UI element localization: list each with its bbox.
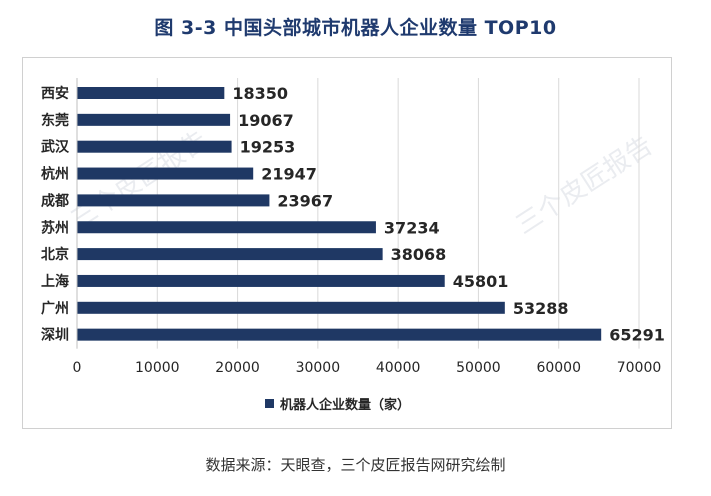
data-label: 19253 <box>240 138 296 157</box>
category-label: 北京 <box>41 246 69 263</box>
category-label: 西安 <box>41 85 69 102</box>
bar <box>77 328 602 341</box>
bar <box>77 113 231 126</box>
bar <box>77 140 232 153</box>
x-tick-label: 20000 <box>215 360 260 376</box>
category-label: 东莞 <box>41 112 69 129</box>
category-label: 成都 <box>41 192 69 209</box>
bar <box>77 87 225 99</box>
data-label: 21947 <box>261 165 317 184</box>
bar <box>77 301 505 314</box>
chart-title: 图 3-3 中国头部城市机器人企业数量 TOP10 <box>154 17 557 39</box>
bar <box>77 221 376 234</box>
data-label: 18350 <box>232 84 288 103</box>
category-label: 武汉 <box>41 139 70 156</box>
legend-label: 机器人企业数量（家） <box>280 397 410 413</box>
data-label: 45801 <box>453 272 509 291</box>
data-label: 23967 <box>277 191 333 210</box>
x-tick-label: 50000 <box>456 360 501 376</box>
data-label: 53288 <box>513 299 569 318</box>
category-label: 广州 <box>41 300 69 317</box>
bar <box>77 248 383 261</box>
data-label: 38068 <box>391 245 447 264</box>
chart-frame: 0 10000 20000 30000 40000 50000 60000 70000 西安 18… <box>22 57 672 429</box>
category-label: 苏州 <box>41 219 69 236</box>
x-tick-label: 10000 <box>135 360 180 376</box>
x-tick-label: 60000 <box>536 360 581 376</box>
data-label: 65291 <box>609 326 665 345</box>
category-label: 深圳 <box>41 327 69 344</box>
source-note: 数据来源：天眼查，三个皮匠报告网研究绘制 <box>205 456 506 474</box>
x-tick-label: 70000 <box>617 360 662 376</box>
x-tick-label: 0 <box>73 360 82 376</box>
category-label: 上海 <box>41 273 69 290</box>
x-tick-label: 30000 <box>296 360 341 376</box>
category-label: 杭州 <box>41 166 69 183</box>
bar-chart: 0 10000 20000 30000 40000 50000 60000 70000 西安 18… <box>41 78 665 413</box>
bar <box>77 274 445 287</box>
x-tick-label: 40000 <box>376 360 421 376</box>
data-label: 37234 <box>384 218 440 237</box>
bar <box>77 194 270 207</box>
bar <box>77 167 254 180</box>
data-label: 19067 <box>238 111 294 130</box>
legend-swatch <box>265 399 274 408</box>
